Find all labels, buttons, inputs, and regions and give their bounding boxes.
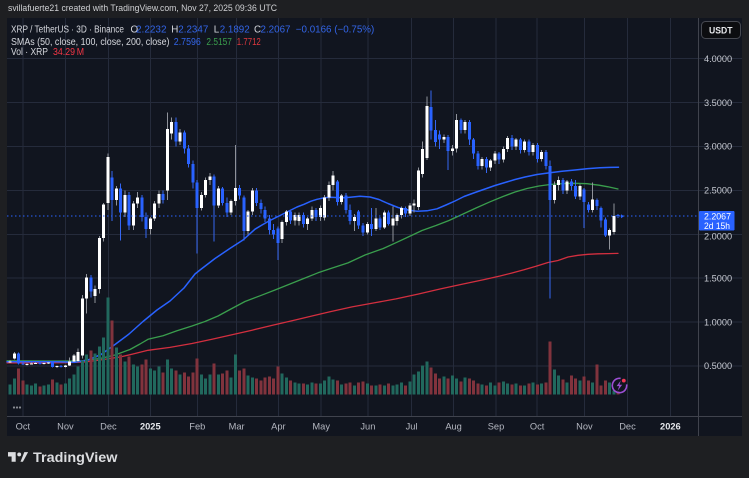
svg-text:Sep: Sep — [488, 422, 505, 432]
svg-text:2.2347: 2.2347 — [178, 25, 208, 36]
svg-text:2.1892: 2.1892 — [220, 25, 250, 36]
svg-text:4.0000: 4.0000 — [704, 54, 732, 64]
svg-text:H: H — [171, 25, 178, 36]
svg-text:Oct: Oct — [530, 422, 545, 432]
svg-text:O: O — [131, 25, 139, 36]
svg-text:Dec: Dec — [100, 422, 117, 432]
svg-text:2026: 2026 — [660, 422, 681, 432]
svg-text:svillafuerte21 created with Tr: svillafuerte21 created with TradingView.… — [8, 3, 277, 13]
svg-text:34.29 M: 34.29 M — [53, 47, 84, 58]
svg-text:C: C — [254, 25, 261, 36]
svg-text:1.7712: 1.7712 — [237, 37, 261, 48]
svg-text:Apr: Apr — [271, 422, 285, 432]
svg-text:1.5000: 1.5000 — [704, 273, 732, 283]
svg-text:Jul: Jul — [406, 422, 418, 432]
svg-text:Mar: Mar — [229, 422, 245, 432]
svg-text:3.5000: 3.5000 — [704, 98, 732, 108]
svg-text:XRP / TetherUS · 3D · Binance: XRP / TetherUS · 3D · Binance — [11, 25, 124, 36]
svg-text:L: L — [214, 25, 220, 36]
svg-text:SMAs (50, close, 100, close, 2: SMAs (50, close, 100, close, 200, close) — [11, 37, 170, 48]
svg-text:2.0000: 2.0000 — [704, 232, 732, 242]
svg-text:2025: 2025 — [140, 422, 161, 432]
svg-text:USDT: USDT — [709, 25, 733, 36]
svg-text:2.2067: 2.2067 — [261, 25, 291, 36]
svg-text:2.5000: 2.5000 — [704, 186, 732, 196]
svg-text:TradingView: TradingView — [33, 450, 118, 465]
svg-text:Jun: Jun — [360, 422, 375, 432]
svg-text:2d 15h: 2d 15h — [704, 221, 730, 231]
svg-text:1.0000: 1.0000 — [704, 317, 732, 327]
svg-text:2.2232: 2.2232 — [136, 25, 167, 36]
svg-text:Aug: Aug — [445, 422, 462, 432]
svg-text:May: May — [312, 422, 330, 432]
svg-text:0.5000: 0.5000 — [704, 361, 732, 371]
svg-text:2.2067: 2.2067 — [704, 212, 731, 222]
svg-text:Oct: Oct — [16, 422, 31, 432]
svg-text:2.7596: 2.7596 — [174, 37, 201, 48]
svg-text:Vol · XRP: Vol · XRP — [11, 47, 48, 58]
svg-text:3.0000: 3.0000 — [704, 142, 732, 152]
svg-text:2.5157: 2.5157 — [206, 37, 232, 48]
svg-text:Dec: Dec — [619, 422, 636, 432]
svg-text:Nov: Nov — [57, 422, 74, 432]
svg-text:Feb: Feb — [189, 422, 205, 432]
svg-text:−0.0166 (−0.75%): −0.0166 (−0.75%) — [296, 25, 375, 36]
svg-text:Nov: Nov — [576, 422, 593, 432]
